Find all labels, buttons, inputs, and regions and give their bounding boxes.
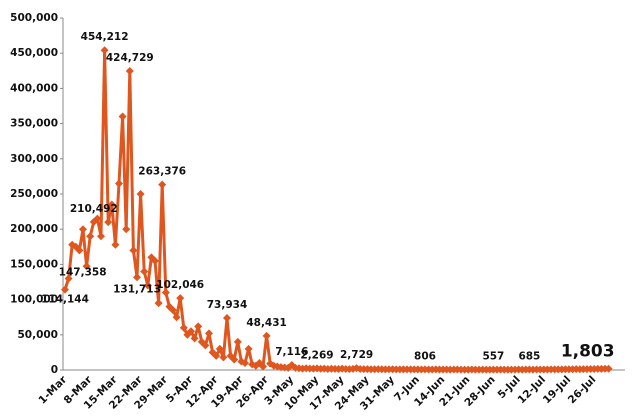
- marker: [129, 246, 138, 255]
- marker: [158, 180, 167, 189]
- marker: [154, 299, 163, 308]
- marker: [104, 218, 113, 227]
- y-tick-label: 450,000: [10, 47, 58, 59]
- marker: [201, 341, 210, 350]
- data-label: 557: [482, 351, 504, 363]
- marker: [223, 313, 231, 322]
- marker: [86, 232, 95, 241]
- y-tick-label: 250,000: [10, 188, 58, 200]
- marker: [125, 66, 134, 75]
- marker: [61, 285, 69, 294]
- marker: [75, 246, 84, 255]
- y-tick-label: 0: [51, 364, 58, 376]
- data-label: 2,729: [340, 349, 373, 361]
- marker: [79, 225, 87, 234]
- data-label: 263,376: [138, 166, 186, 178]
- marker: [82, 262, 91, 271]
- y-tick-label: 50,000: [17, 329, 58, 341]
- marker: [140, 267, 149, 276]
- marker: [212, 351, 221, 360]
- marker: [205, 329, 213, 338]
- marker: [118, 112, 127, 121]
- data-label: 147,358: [59, 266, 107, 278]
- y-tick-label: 150,000: [10, 258, 58, 270]
- marker: [259, 362, 267, 371]
- marker: [194, 322, 203, 331]
- data-label: 1,803: [561, 342, 615, 362]
- marker: [97, 232, 105, 241]
- marker: [187, 327, 195, 336]
- y-tick-label: 200,000: [10, 223, 58, 235]
- data-label: 73,934: [207, 299, 248, 311]
- marker: [244, 344, 253, 353]
- marker: [151, 256, 159, 265]
- line: [63, 48, 609, 372]
- marker: [176, 294, 185, 303]
- marker: [161, 288, 170, 297]
- marker: [122, 225, 131, 234]
- marker: [172, 313, 181, 322]
- marker: [64, 274, 73, 283]
- data-label: 424,729: [106, 52, 154, 64]
- marker: [179, 323, 188, 332]
- data-label: 48,431: [246, 317, 287, 329]
- data-label: 114,144: [41, 294, 89, 306]
- y-tick-label: 400,000: [10, 82, 58, 94]
- marker: [100, 46, 109, 55]
- marker: [111, 240, 120, 249]
- marker: [233, 337, 242, 346]
- marker: [230, 355, 239, 364]
- marker: [248, 360, 257, 369]
- data-label: 806: [414, 350, 436, 362]
- y-tick-label: 500,000: [10, 12, 58, 24]
- y-tick-label: 350,000: [10, 118, 58, 130]
- marker: [143, 281, 152, 290]
- y-tick-label: 100,000: [10, 294, 58, 306]
- data-label: 131,713: [113, 283, 161, 295]
- marker: [219, 353, 228, 362]
- data-label: 102,046: [156, 279, 204, 291]
- marker: [604, 364, 613, 373]
- marker: [136, 190, 145, 198]
- data-label: 7,116: [275, 346, 308, 358]
- data-label: 454,212: [81, 31, 129, 43]
- marker: [107, 200, 116, 209]
- marker: [262, 331, 271, 340]
- marker: [215, 344, 224, 353]
- y-tick-label: 300,000: [10, 153, 58, 165]
- data-label: 210,492: [70, 203, 118, 215]
- marker: [93, 214, 102, 223]
- marker: [169, 306, 177, 315]
- data-label: 685: [518, 351, 540, 363]
- x-tick-label: 26-Jul: [566, 374, 598, 406]
- marker: [133, 273, 141, 282]
- marker: [241, 358, 249, 367]
- marker: [115, 179, 123, 188]
- data-label: 2,269: [300, 349, 333, 361]
- marker: [190, 334, 199, 343]
